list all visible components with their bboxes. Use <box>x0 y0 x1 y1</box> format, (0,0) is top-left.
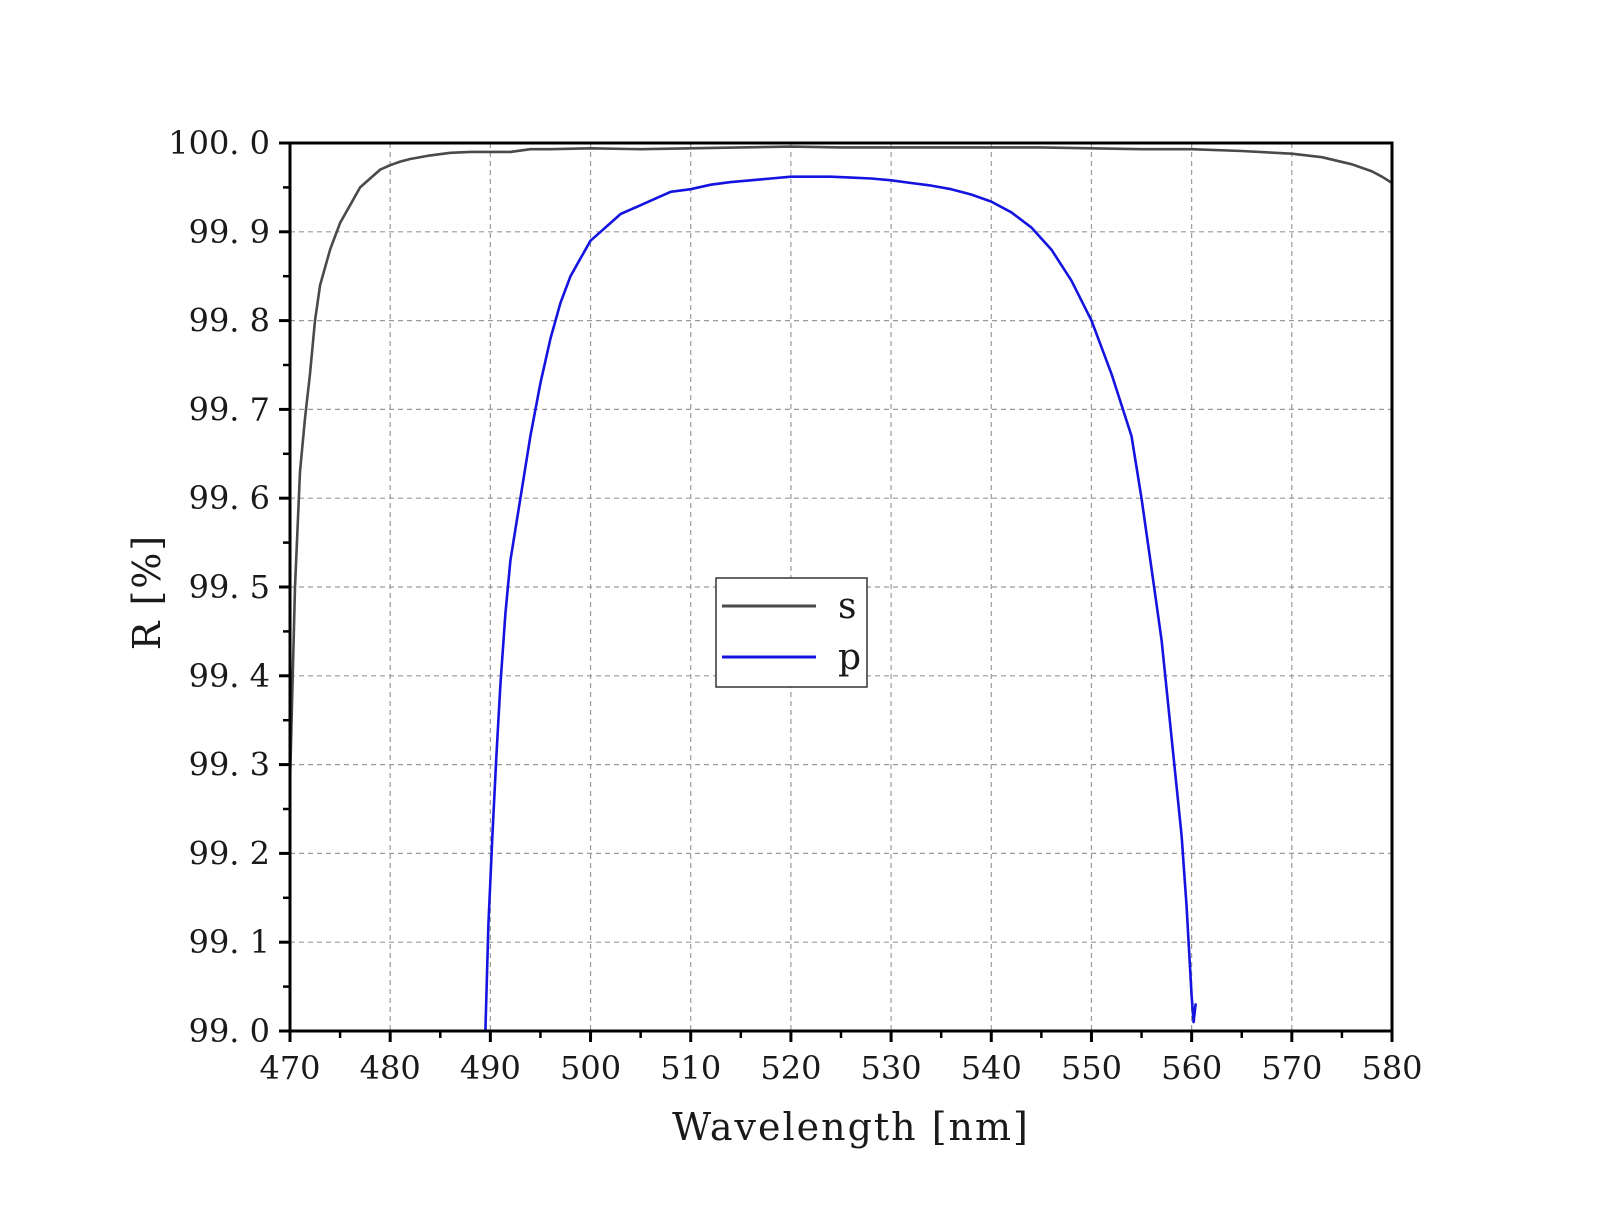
y-tick-label: 99. 7 <box>189 390 270 428</box>
x-axis-ticks: 470 480 490 500 510 520 530 540 550 560 570 580 <box>259 1031 1423 1087</box>
y-axis-ticks: 99. 0 99. 1 99. 2 99. 3 99. 4 99. 5 99. 6 99. 7… <box>168 124 290 1050</box>
series-line-s <box>288 145 1394 784</box>
x-tick-label: 550 <box>1061 1049 1122 1087</box>
x-tick-label: 520 <box>760 1049 821 1087</box>
y-tick-label: 99. 1 <box>189 923 270 961</box>
x-tick-label: 500 <box>560 1049 621 1087</box>
x-tick-label: 470 <box>259 1049 320 1087</box>
x-tick-label: 580 <box>1361 1049 1422 1087</box>
y-tick-label: 99. 5 <box>189 568 270 606</box>
legend: s p <box>715 577 868 688</box>
y-tick-label: 99. 3 <box>189 746 270 784</box>
x-tick-label: 490 <box>460 1049 521 1087</box>
x-axis-title: Wavelength [nm] <box>672 1105 1030 1149</box>
y-tick-label: 99. 4 <box>189 657 270 695</box>
legend-box <box>715 577 868 688</box>
y-tick-label: 99. 8 <box>189 302 270 340</box>
y-tick-label: 99. 6 <box>189 479 270 517</box>
y-tick-label: 99. 0 <box>189 1012 270 1050</box>
x-tick-label: 540 <box>961 1049 1022 1087</box>
y-tick-label: 100. 0 <box>168 124 270 162</box>
x-tick-label: 510 <box>660 1049 721 1087</box>
x-tick-label: 480 <box>360 1049 421 1087</box>
y-tick-label: 99. 9 <box>189 213 270 251</box>
series-lines <box>288 145 1394 1033</box>
y-axis-title: R [%] <box>125 534 169 650</box>
x-tick-label: 560 <box>1161 1049 1222 1087</box>
legend-label-p: p <box>838 637 861 678</box>
x-tick-label: 570 <box>1261 1049 1322 1087</box>
y-tick-label: 99. 2 <box>189 834 270 872</box>
series-line-p <box>484 175 1197 1033</box>
x-tick-label: 530 <box>861 1049 922 1087</box>
legend-label-s: s <box>838 586 856 627</box>
